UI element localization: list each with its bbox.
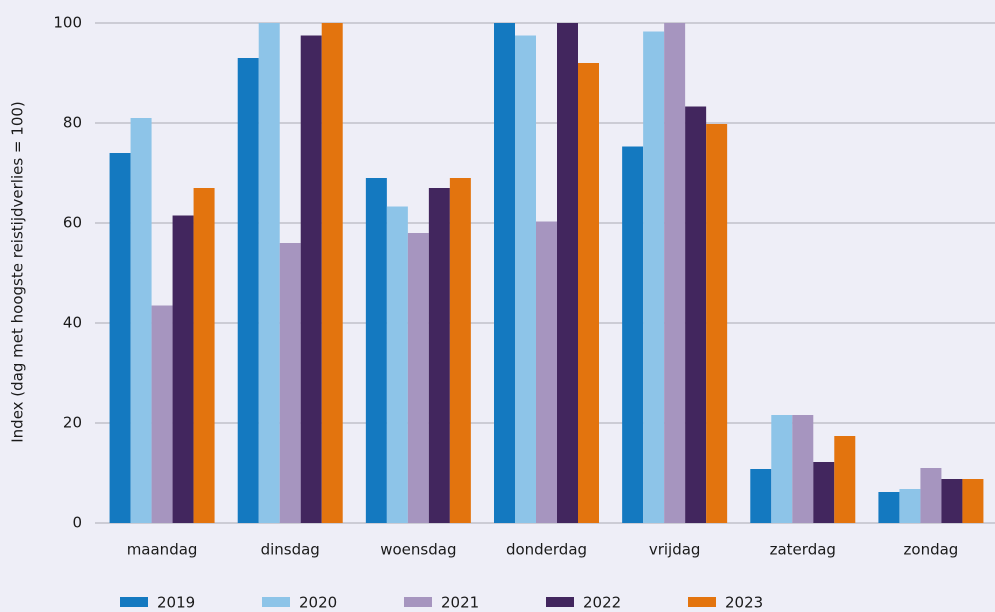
y-tick-label: 100 xyxy=(53,14,82,32)
bar xyxy=(920,468,942,523)
bar xyxy=(878,492,900,523)
y-axis-label: Index (dag met hoogste reistijdverlies =… xyxy=(9,101,27,443)
legend-label: 2020 xyxy=(299,594,337,612)
y-tick-label: 20 xyxy=(63,414,82,432)
bar xyxy=(279,243,301,523)
bar xyxy=(941,479,963,523)
legend-label: 2023 xyxy=(725,594,763,612)
bar xyxy=(449,178,471,523)
bar xyxy=(536,221,557,523)
bar xyxy=(321,23,343,523)
bar xyxy=(109,153,131,523)
legend-swatch xyxy=(688,597,716,607)
bar xyxy=(643,31,665,523)
bar xyxy=(172,215,194,523)
bar xyxy=(834,436,856,523)
x-tick-label: zondag xyxy=(904,541,959,559)
y-tick-label: 0 xyxy=(72,514,82,532)
bar xyxy=(130,118,152,523)
x-tick-label: donderdag xyxy=(506,541,587,559)
y-tick-label: 80 xyxy=(63,114,82,132)
x-tick-label: woensdag xyxy=(380,541,456,559)
x-tick-label: zaterdag xyxy=(770,541,836,559)
x-tick-label: maandag xyxy=(127,541,198,559)
bar xyxy=(151,305,173,523)
legend-swatch xyxy=(120,597,148,607)
bar xyxy=(750,469,772,523)
bar xyxy=(386,206,408,523)
bar xyxy=(685,106,707,523)
bar xyxy=(300,35,322,523)
legend-swatch xyxy=(262,597,290,607)
y-tick-label: 40 xyxy=(63,314,82,332)
y-tick-label: 60 xyxy=(63,214,82,232)
bar xyxy=(792,415,814,523)
bar xyxy=(557,23,578,523)
bar xyxy=(622,146,644,523)
bar xyxy=(494,23,515,523)
bar xyxy=(515,35,536,523)
legend-swatch xyxy=(546,597,574,607)
bar xyxy=(962,479,984,523)
bar xyxy=(578,63,599,523)
bar xyxy=(899,489,921,523)
bar xyxy=(407,233,429,523)
legend-label: 2021 xyxy=(441,594,479,612)
bar xyxy=(365,178,387,523)
bar xyxy=(706,124,728,523)
x-tick-label: dinsdag xyxy=(261,541,320,559)
legend-label: 2019 xyxy=(157,594,195,612)
bar xyxy=(237,58,259,523)
bar xyxy=(664,23,686,523)
legend-swatch xyxy=(404,597,432,607)
x-tick-label: vrijdag xyxy=(649,541,701,559)
bar xyxy=(193,188,215,523)
bar xyxy=(813,462,835,523)
bar xyxy=(771,415,793,523)
bar xyxy=(258,23,280,523)
bar xyxy=(428,188,450,523)
legend-label: 2022 xyxy=(583,594,621,612)
